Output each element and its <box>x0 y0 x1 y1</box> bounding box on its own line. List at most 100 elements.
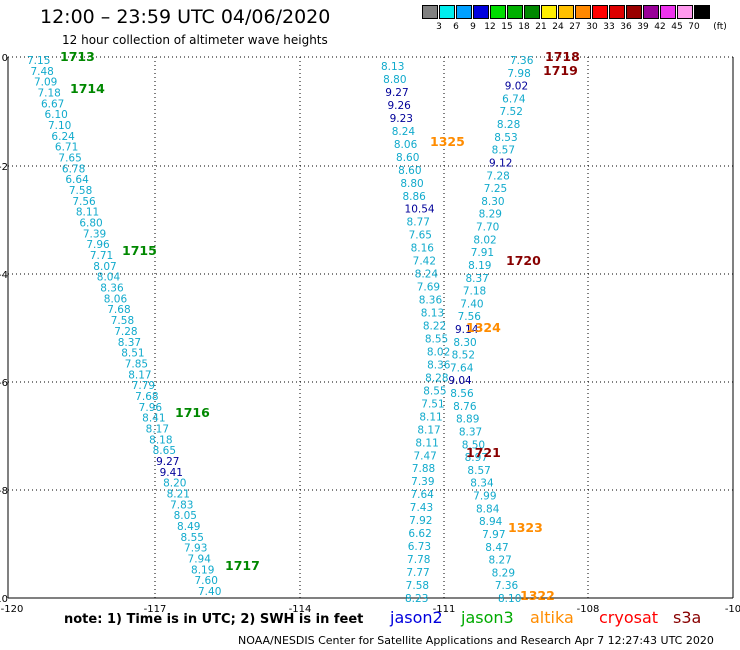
wave-height-value: 7.96 <box>86 239 110 251</box>
y-tick-label: 0 <box>2 53 8 64</box>
wave-height-value: 6.64 <box>65 174 89 186</box>
wave-height-value: 8.29 <box>492 567 515 579</box>
wave-height-value: 7.99 <box>473 491 496 503</box>
legend-swatch <box>694 5 710 19</box>
wave-height-value: 7.78 <box>407 554 430 566</box>
legend-swatch <box>609 5 625 19</box>
legend-swatch <box>558 5 574 19</box>
wave-height-value: 8.27 <box>488 555 511 567</box>
legend-swatch <box>439 5 455 19</box>
wave-height-value: 8.28 <box>497 119 520 131</box>
pass-time-label: 1718 <box>545 49 580 64</box>
x-tick-label: -10 <box>725 604 740 615</box>
wave-height-value: 7.69 <box>417 282 440 294</box>
wave-height-value: 7.97 <box>482 529 505 541</box>
wave-height-value: 7.56 <box>458 311 482 323</box>
wave-height-value: 8.13 <box>381 61 404 73</box>
legend-label: 42 <box>654 22 666 32</box>
x-tick-label: -108 <box>577 604 600 615</box>
wave-height-value: 7.58 <box>406 580 429 592</box>
wave-height-value: 8.76 <box>453 401 477 413</box>
pass-time-label: 1325 <box>430 134 465 149</box>
legend-label: 70 <box>688 22 700 32</box>
legend-swatch <box>626 5 642 19</box>
wave-height-value: 10.54 <box>405 204 435 216</box>
x-tick-label: -120 <box>1 604 24 615</box>
pass-time-label: 1721 <box>466 445 501 460</box>
wave-height-value: 8.37 <box>465 273 488 285</box>
wave-height-value: 7.43 <box>410 502 433 514</box>
page-subtitle: 12 hour collection of altimeter wave hei… <box>62 33 328 47</box>
satellite-label-jason2: jason2 <box>390 608 443 627</box>
legend-swatch <box>643 5 659 19</box>
legend-label: 21 <box>535 22 547 32</box>
wave-height-value: 8.06 <box>394 139 418 151</box>
wave-height-value: 7.68 <box>107 304 130 316</box>
legend-swatch <box>422 5 438 19</box>
pass-time-label: 1716 <box>175 405 210 420</box>
wave-height-value: 8.28 <box>425 372 448 384</box>
pass-time-label: 1322 <box>520 588 555 603</box>
legend-swatch <box>541 5 557 19</box>
wave-height-value: 8.53 <box>494 132 517 144</box>
wave-height-value: 7.39 <box>411 476 434 488</box>
wave-height-value: 8.41 <box>142 413 165 425</box>
wave-height-value: 8.55 <box>423 385 446 397</box>
wave-height-value: 7.96 <box>139 402 163 414</box>
legend-swatch <box>507 5 523 19</box>
legend-label: 33 <box>603 22 615 32</box>
wave-height-value: 7.18 <box>463 286 486 298</box>
wave-height-value: 8.20 <box>163 478 186 490</box>
wave-height-value: 8.36 <box>419 295 443 307</box>
wave-height-value: 6.80 <box>79 218 102 230</box>
wave-height-value: 8.02 <box>427 346 450 358</box>
wave-height-value: 7.36 <box>510 55 534 67</box>
wave-height-value: 9.26 <box>387 100 411 112</box>
wave-height-value: 8.34 <box>470 478 494 490</box>
wave-height-value: 9.23 <box>390 113 413 125</box>
wave-height-value: 7.15 <box>27 55 50 67</box>
y-tick-label: -4 <box>0 270 8 281</box>
wave-height-value: 8.06 <box>104 293 128 305</box>
legend-swatch <box>677 5 693 19</box>
legend-label: 36 <box>620 22 632 32</box>
wave-height-value: 8.60 <box>396 152 419 164</box>
wave-height-value: 8.57 <box>467 465 490 477</box>
legend-swatch <box>456 5 472 19</box>
legend-label: 12 <box>484 22 496 32</box>
wave-height-value: 9.02 <box>505 81 528 93</box>
wave-height-value: 8.29 <box>479 209 502 221</box>
wave-height-value: 7.60 <box>195 575 218 587</box>
satellite-label-s3a: s3a <box>673 608 702 627</box>
legend-label: 15 <box>501 22 513 32</box>
x-tick-label: -111 <box>433 604 456 615</box>
wave-height-value: 6.67 <box>41 98 64 110</box>
wave-height-value: 8.84 <box>476 503 500 515</box>
wave-height-value: 8.55 <box>425 333 448 345</box>
wave-height-value: 7.52 <box>500 106 523 118</box>
wave-height-value: 8.77 <box>407 217 430 229</box>
wave-height-value: 8.13 <box>421 308 444 320</box>
wave-height-value: 8.11 <box>419 411 442 423</box>
wave-height-value: 8.50 <box>462 439 485 451</box>
wave-height-value: 8.23 <box>405 593 428 605</box>
wave-height-value: 9.41 <box>160 467 183 479</box>
wave-height-value: 8.22 <box>423 321 446 333</box>
wave-height-value: 8.52 <box>452 350 475 362</box>
wave-height-value: 7.93 <box>184 543 207 555</box>
wave-height-value: 7.68 <box>135 391 158 403</box>
wave-height-value: 7.18 <box>37 88 60 100</box>
wave-height-value: 7.65 <box>409 230 432 242</box>
pass-time-label: 1717 <box>225 558 260 573</box>
wave-height-value: 8.05 <box>174 510 197 522</box>
wave-height-value: 8.24 <box>415 269 439 281</box>
wave-height-value: 9.04 <box>448 375 472 387</box>
wave-height-value: 6.78 <box>62 163 85 175</box>
pass-time-label: 1720 <box>506 253 541 268</box>
legend-label: 39 <box>637 22 649 32</box>
wave-height-value: 7.88 <box>412 463 435 475</box>
wave-height-value: 6.73 <box>408 541 431 553</box>
wave-height-value: 7.48 <box>30 66 53 78</box>
wave-height-value: 8.86 <box>402 191 426 203</box>
